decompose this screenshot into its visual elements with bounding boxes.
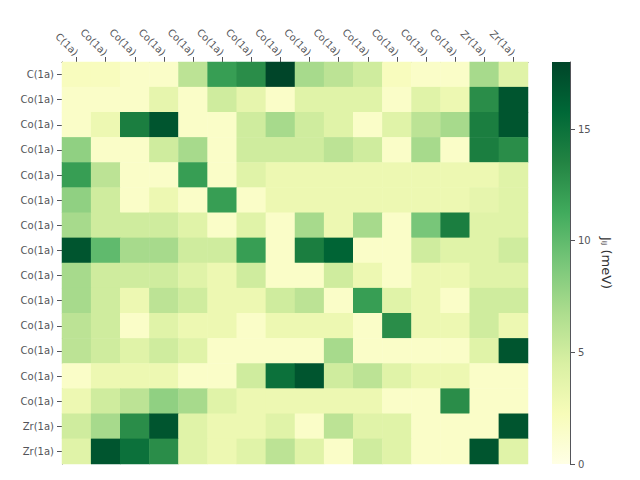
svg-text:Co(1a): Co(1a) xyxy=(21,119,54,130)
svg-text:Co(1a): Co(1a) xyxy=(340,27,371,58)
svg-text:Co(1a): Co(1a) xyxy=(21,371,54,382)
svg-text:Co(1a): Co(1a) xyxy=(369,27,400,58)
svg-text:Co(1a): Co(1a) xyxy=(166,27,197,58)
svg-text:Zr(1a): Zr(1a) xyxy=(23,421,54,432)
svg-text:Co(1a): Co(1a) xyxy=(399,27,430,58)
svg-text:Co(1a): Co(1a) xyxy=(21,320,54,331)
svg-text:Co(1a): Co(1a) xyxy=(107,27,138,58)
svg-text:Co(1a): Co(1a) xyxy=(224,27,255,58)
svg-text:Co(1a): Co(1a) xyxy=(253,27,284,58)
svg-text:0: 0 xyxy=(578,459,584,470)
svg-text:Co(1a): Co(1a) xyxy=(428,27,459,58)
svg-text:Co(1a): Co(1a) xyxy=(21,270,54,281)
svg-text:Co(1a): Co(1a) xyxy=(21,396,54,407)
svg-text:Co(1a): Co(1a) xyxy=(311,27,342,58)
svg-text:15: 15 xyxy=(578,124,591,135)
svg-text:Co(1a): Co(1a) xyxy=(282,27,313,58)
svg-text:Co(1a): Co(1a) xyxy=(21,170,54,181)
svg-text:10: 10 xyxy=(578,235,591,246)
svg-text:Co(1a): Co(1a) xyxy=(21,144,54,155)
svg-text:5: 5 xyxy=(578,347,584,358)
svg-text:Co(1a): Co(1a) xyxy=(21,245,54,256)
svg-text:C(1a): C(1a) xyxy=(53,31,80,58)
svg-text:Zr(1a): Zr(1a) xyxy=(458,28,488,58)
svg-text:Co(1a): Co(1a) xyxy=(21,195,54,206)
svg-text:Co(1a): Co(1a) xyxy=(21,295,54,306)
svg-text:Co(1a): Co(1a) xyxy=(21,345,54,356)
svg-text:Jᵢⱼ (meV): Jᵢⱼ (meV) xyxy=(599,236,614,289)
svg-text:Co(1a): Co(1a) xyxy=(21,94,54,105)
svg-text:C(1a): C(1a) xyxy=(27,69,54,80)
svg-text:Co(1a): Co(1a) xyxy=(136,27,167,58)
svg-text:Co(1a): Co(1a) xyxy=(21,220,54,231)
svg-text:Co(1a): Co(1a) xyxy=(78,27,109,58)
svg-text:Zr(1a): Zr(1a) xyxy=(487,28,517,58)
svg-text:Co(1a): Co(1a) xyxy=(195,27,226,58)
svg-text:Zr(1a): Zr(1a) xyxy=(23,446,54,457)
